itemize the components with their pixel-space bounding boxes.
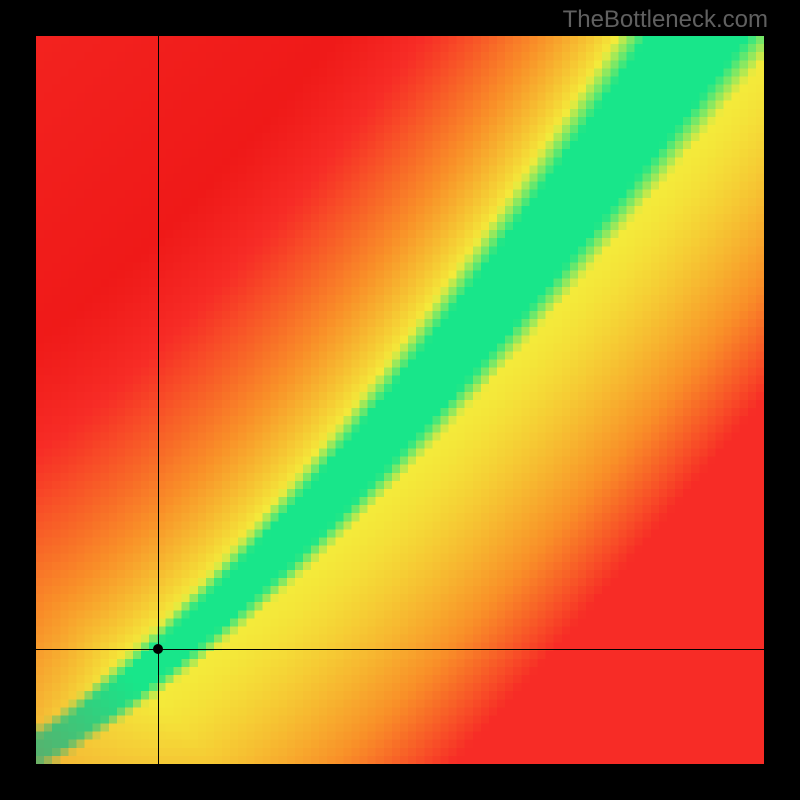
watermark-text: TheBottleneck.com [563, 6, 768, 34]
crosshair-marker [153, 644, 163, 654]
bottleneck-heatmap [36, 36, 764, 764]
crosshair-horizontal [36, 649, 764, 650]
chart-container: TheBottleneck.com [0, 0, 800, 800]
crosshair-vertical [158, 36, 159, 764]
